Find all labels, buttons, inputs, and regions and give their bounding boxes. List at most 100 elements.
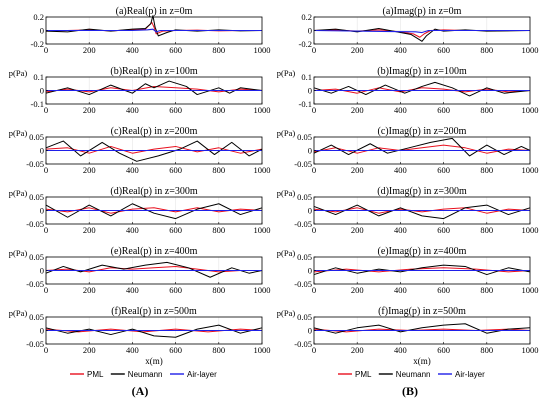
x-tick-label: 400	[126, 45, 139, 55]
y-tick-label: -0.05	[294, 279, 312, 289]
x-tick-label: 1000	[522, 165, 539, 175]
x-tick-label: 0	[312, 225, 316, 235]
series-line-neumann	[45, 203, 263, 220]
x-tick-label: 0	[312, 45, 316, 55]
y-axis-label: p(Pa)	[9, 68, 28, 78]
x-tick-label: 200	[351, 285, 364, 295]
subplot-title: (e)Imag(p) in z=400m	[378, 246, 467, 257]
x-tick-label: 0	[312, 345, 316, 355]
x-tick-label: 800	[480, 165, 493, 175]
x-tick-label: 400	[126, 285, 139, 295]
series-line-pml	[45, 21, 262, 35]
series-line-air-layer	[46, 28, 262, 33]
y-tick-label: 0.05	[29, 252, 44, 262]
subplot-title: (c)Imag(p) in z=200m	[378, 126, 467, 137]
x-tick-label: 800	[212, 345, 225, 355]
y-tick-label: -0.2	[31, 39, 44, 49]
x-tick-label: 400	[126, 345, 139, 355]
y-axis-label: p(Pa)	[277, 308, 296, 318]
y-tick-label: 0	[40, 86, 44, 96]
legend-label-air-layer: Air-layer	[455, 370, 485, 379]
x-tick-label: 400	[394, 225, 407, 235]
y-tick-label: -0.1	[299, 99, 312, 109]
panel-label-a: (A)	[132, 384, 149, 398]
x-tick-label: 200	[351, 45, 364, 55]
x-tick-label: 200	[351, 225, 364, 235]
y-tick-label: 0	[308, 146, 312, 156]
x-tick-label: 400	[394, 165, 407, 175]
y-axis-label: p(Pa)	[277, 248, 296, 258]
y-tick-label: -0.05	[26, 339, 44, 349]
y-tick-label: 0.05	[297, 132, 312, 142]
y-tick-label: -0.05	[26, 159, 44, 169]
series-line-pml	[313, 144, 531, 154]
y-tick-label: 0	[40, 326, 44, 336]
x-tick-label: 0	[312, 285, 316, 295]
x-tick-label: 0	[44, 345, 48, 355]
x-tick-label: 1000	[254, 165, 271, 175]
y-tick-label: -0.05	[294, 159, 312, 169]
x-tick-label: 1000	[254, 45, 271, 55]
y-axis-label: p(Pa)	[9, 128, 28, 138]
series-line-pml	[313, 207, 531, 214]
x-tick-label: 200	[83, 345, 96, 355]
y-tick-label: 0	[308, 86, 312, 96]
x-tick-label: 0	[44, 45, 48, 55]
x-tick-label: 600	[437, 225, 450, 235]
legend-right: PML Neumann Air-layer	[338, 370, 485, 379]
subplot-title: (b)Real(p) in z=100m	[110, 66, 198, 77]
x-tick-label: 0	[44, 225, 48, 235]
series-line-neumann	[313, 264, 531, 276]
x-tick-label: 800	[480, 285, 493, 295]
y-tick-label: 0.05	[29, 312, 44, 322]
x-tick-label: 0	[44, 285, 48, 295]
x-tick-label: 800	[212, 285, 225, 295]
x-tick-label: 1000	[254, 105, 271, 115]
x-tick-label: 600	[169, 165, 182, 175]
x-tick-label: 600	[169, 285, 182, 295]
x-axis-label: x(m)	[413, 356, 431, 366]
x-tick-label: 400	[394, 285, 407, 295]
subplot-title: (c)Real(p) in z=200m	[111, 126, 198, 137]
y-tick-label: 0	[40, 146, 44, 156]
x-tick-label: 600	[169, 225, 182, 235]
x-tick-label: 200	[351, 345, 364, 355]
series-line-neumann	[313, 81, 531, 97]
y-tick-label: 0.05	[297, 192, 312, 202]
x-tick-label: 600	[437, 165, 450, 175]
y-tick-label: -0.2	[299, 39, 312, 49]
y-tick-label: 0.2	[33, 12, 44, 22]
x-tick-label: 0	[312, 165, 316, 175]
series-line-neumann	[45, 15, 263, 37]
subplot-1: 0 200 400 600 800 1000-0.100.1 (b)Real(p) in z…	[9, 66, 271, 115]
x-tick-label: 200	[83, 105, 96, 115]
series-line-neumann	[45, 80, 263, 96]
subplot-0: 0 200 400 600 800 1000-0.200.2 (a)Real(p) in z…	[31, 6, 271, 55]
x-tick-label: 1000	[522, 225, 539, 235]
y-tick-label: 0	[308, 266, 312, 276]
x-tick-label: 200	[83, 225, 96, 235]
x-tick-label: 800	[480, 345, 493, 355]
y-tick-label: 0.1	[33, 72, 44, 82]
x-tick-label: 200	[83, 45, 96, 55]
x-tick-label: 1000	[254, 285, 271, 295]
x-tick-label: 600	[169, 105, 182, 115]
y-tick-label: 0.2	[301, 12, 312, 22]
y-tick-label: 0.05	[29, 192, 44, 202]
y-tick-label: -0.05	[26, 279, 44, 289]
y-tick-label: 0	[308, 206, 312, 216]
y-tick-label: 0.05	[297, 312, 312, 322]
y-tick-label: 0.1	[301, 72, 312, 82]
x-tick-label: 600	[437, 105, 450, 115]
panel-label-b: (B)	[402, 384, 418, 398]
legend-label-pml: PML	[87, 370, 104, 379]
subplots: 0 200 400 600 800 1000-0.200.2 (a)Real(p) in z…	[9, 6, 539, 366]
subplot-6: 0 200 400 600 800 1000-0.200.2 (a)Imag(p) in z…	[299, 6, 539, 55]
